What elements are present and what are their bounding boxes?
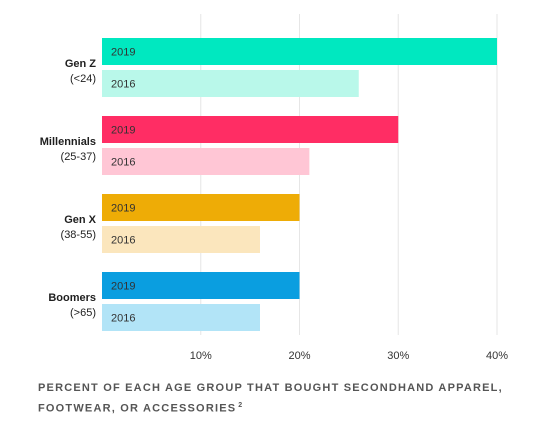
category-age-range: (38-55): [61, 229, 96, 241]
category-name: Gen Z: [65, 58, 96, 70]
bar-gen-z-2019: [102, 38, 497, 65]
bar-series-label: 2019: [111, 125, 135, 137]
bar-boomers-2019: [102, 272, 300, 299]
bar-gen-z-2016: [102, 70, 359, 97]
category-age-range: (>65): [70, 307, 96, 319]
caption-footnote: 2: [238, 402, 243, 409]
x-tick-label: 40%: [486, 350, 508, 362]
bar-millennials-2019: [102, 116, 399, 143]
bar-series-label: 2016: [111, 235, 135, 247]
category-labels: Gen Z (<24) Millennials (25-37) Gen X (38-55)…: [40, 58, 97, 319]
x-tick-label: 20%: [288, 350, 310, 362]
x-tick-label: 30%: [387, 350, 409, 362]
category-name: Millennials: [40, 136, 96, 148]
bar-millennials-2016: [102, 148, 310, 175]
category-age-range: (25-37): [61, 151, 96, 163]
bar-series-label: 2019: [111, 203, 135, 215]
bar-boomers-2016: [102, 304, 260, 331]
caption-text: PERCENT OF EACH AGE GROUP THAT BOUGHT SE…: [38, 382, 503, 415]
category-age-range: (<24): [70, 73, 96, 85]
bars: 2019 2016 2019 2016 2019 2016 2019 2016: [102, 38, 497, 331]
bar-series-label: 2016: [111, 157, 135, 169]
bar-series-label: 2019: [111, 281, 135, 293]
category-name: Boomers: [48, 292, 96, 304]
bar-series-label: 2019: [111, 47, 135, 59]
bar-series-label: 2016: [111, 79, 135, 91]
x-tick-label: 10%: [190, 350, 212, 362]
bar-gen-x-2016: [102, 226, 260, 253]
chart-caption: PERCENT OF EACH AGE GROUP THAT BOUGHT SE…: [38, 380, 518, 418]
bar-series-label: 2016: [111, 313, 135, 325]
category-name: Gen X: [64, 214, 96, 226]
bar-gen-x-2019: [102, 194, 300, 221]
x-axis-ticks: 10% 20% 30% 40%: [190, 350, 508, 362]
